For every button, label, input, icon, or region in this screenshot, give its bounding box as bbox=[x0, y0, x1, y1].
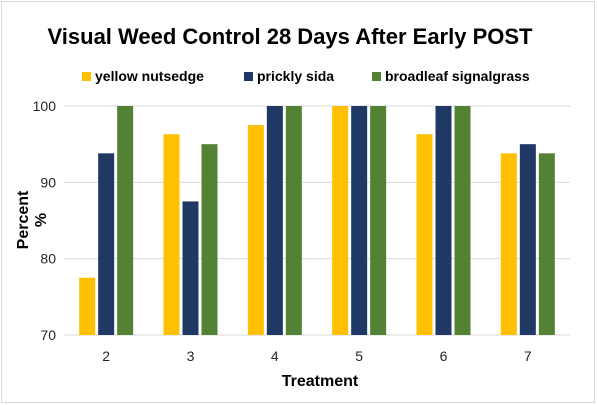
legend-label: yellow nutsedge bbox=[95, 68, 204, 84]
x-tick-label: 7 bbox=[524, 348, 532, 364]
bar bbox=[351, 106, 368, 335]
x-axis-title: Treatment bbox=[282, 373, 359, 390]
y-tick-label: 90 bbox=[40, 174, 56, 190]
x-tick-labels: 2 3 4 5 6 7 bbox=[102, 348, 532, 364]
bar bbox=[266, 106, 283, 335]
bar bbox=[79, 277, 96, 335]
x-tick-label: 3 bbox=[187, 348, 195, 364]
bar bbox=[416, 134, 433, 335]
bar bbox=[163, 134, 180, 335]
legend-label: broadleaf signalgrass bbox=[385, 68, 530, 84]
bar bbox=[435, 106, 452, 335]
bar bbox=[182, 201, 199, 335]
y-tick-label: 70 bbox=[40, 327, 56, 343]
gridlines bbox=[64, 105, 570, 336]
bar bbox=[454, 106, 471, 335]
y-tick-labels: 70 80 90 100 bbox=[33, 98, 57, 343]
legend-swatch bbox=[82, 72, 91, 81]
y-axis-title-line1: Percent bbox=[15, 190, 32, 249]
bar bbox=[500, 153, 517, 335]
legend-swatch bbox=[372, 72, 381, 81]
x-tick-label: 4 bbox=[271, 348, 279, 364]
bar bbox=[117, 106, 134, 335]
bar bbox=[247, 125, 264, 335]
bars bbox=[79, 106, 555, 335]
y-tick-label: 100 bbox=[33, 98, 57, 114]
bar bbox=[370, 106, 387, 335]
bar bbox=[98, 153, 115, 335]
x-tick-label: 2 bbox=[102, 348, 110, 364]
y-axis-title-line2: % bbox=[33, 213, 50, 227]
legend-label: prickly sida bbox=[257, 68, 334, 84]
x-tick-label: 6 bbox=[440, 348, 448, 364]
bar bbox=[519, 144, 536, 335]
bar bbox=[285, 106, 302, 335]
legend: yellow nutsedge prickly sida broadleaf sig… bbox=[82, 68, 530, 84]
y-tick-label: 80 bbox=[40, 251, 56, 267]
x-tick-label: 5 bbox=[355, 348, 363, 364]
bar bbox=[201, 144, 218, 335]
bar bbox=[332, 106, 349, 335]
bar bbox=[538, 153, 555, 335]
legend-swatch bbox=[244, 72, 253, 81]
chart-title: Visual Weed Control 28 Days After Early … bbox=[48, 24, 534, 49]
